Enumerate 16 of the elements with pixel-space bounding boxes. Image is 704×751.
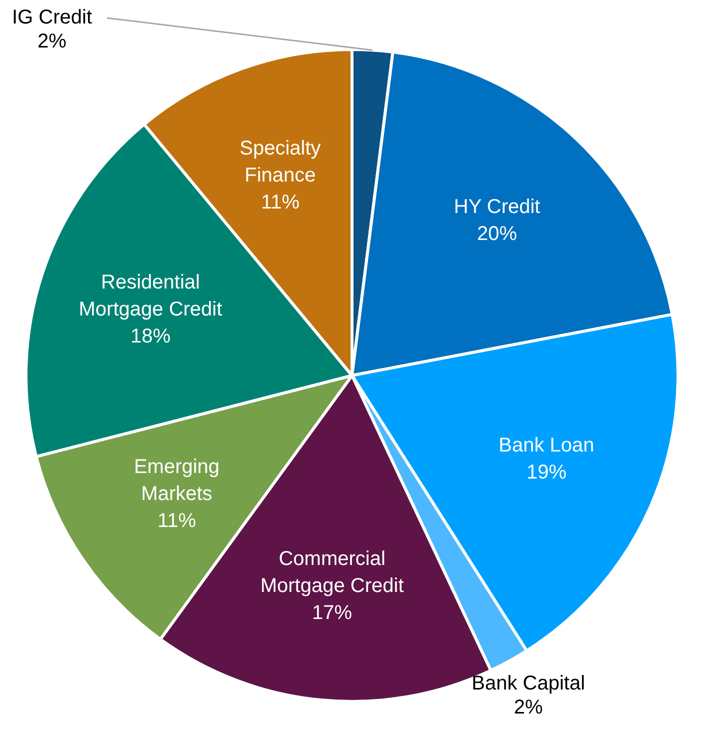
slice-label: IG Credit [12,6,92,29]
slice-label: Emerging Markets [134,456,220,506]
data-label: 2% [514,696,543,719]
data-label: 2% [38,30,67,53]
slice-label: Specialty Finance [240,138,321,187]
slice-label: HY Credit [454,196,541,218]
slice-label: Bank Loan [498,434,594,457]
data-label: 18% [130,326,171,348]
data-label: 20% [477,223,518,246]
slice-label: Residential Mortgage Credit [78,272,223,321]
data-label: 11% [260,192,300,214]
data-label: 11% [157,510,196,532]
slice-label: Commercial Mortgage Credit [260,548,404,597]
data-label: 19% [526,462,567,484]
data-label: 17% [312,602,352,624]
slice-label: Bank Capital [472,672,586,695]
